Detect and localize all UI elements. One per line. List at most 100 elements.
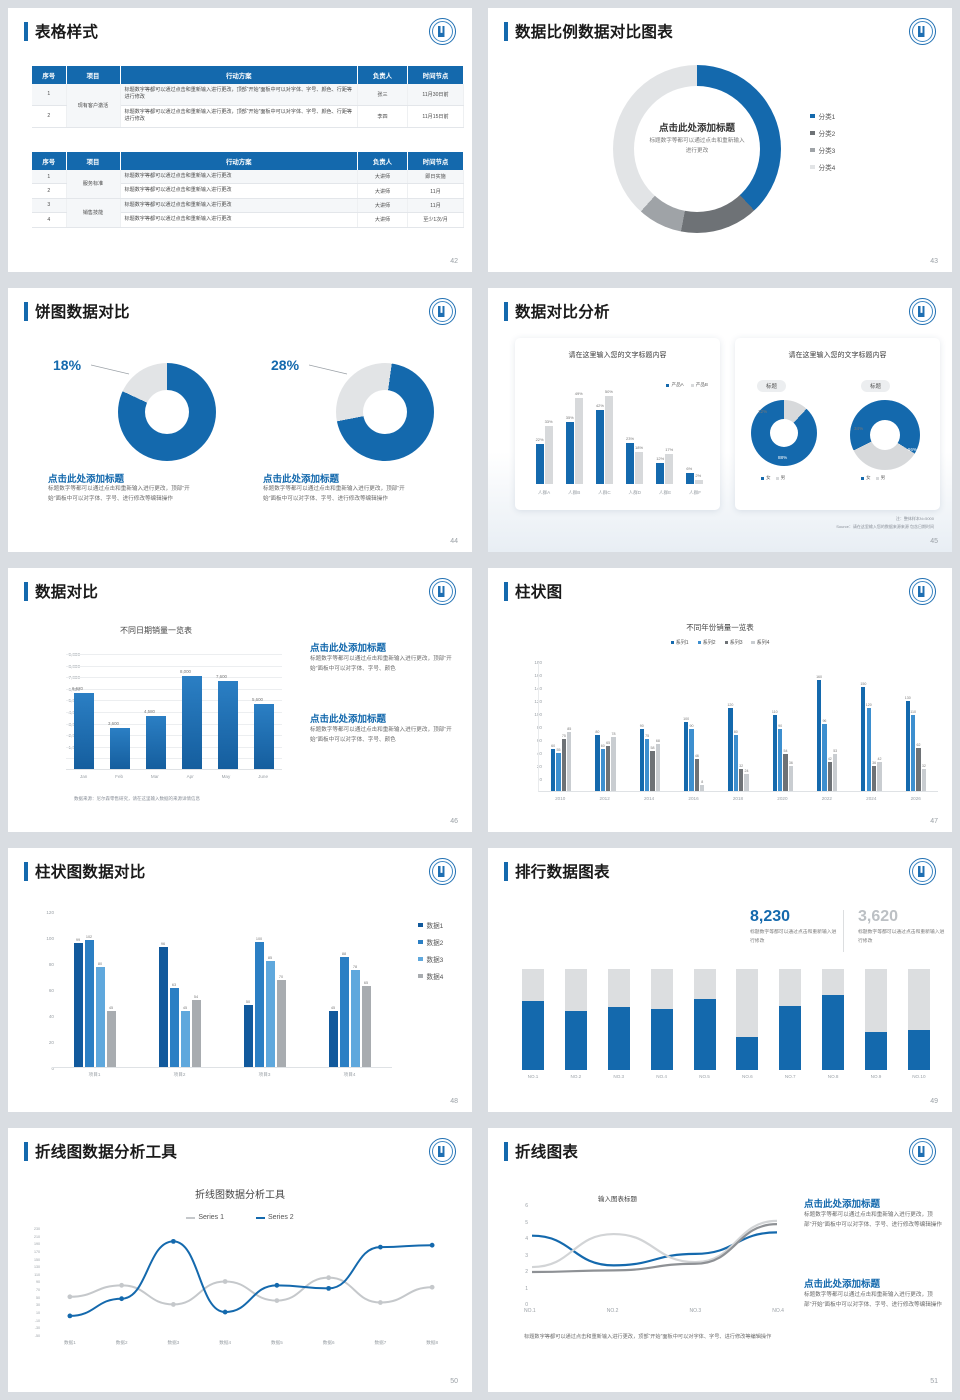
bar[interactable] — [606, 745, 611, 791]
bar[interactable] — [866, 707, 871, 791]
bar[interactable] — [739, 768, 744, 791]
bar[interactable] — [556, 752, 561, 791]
bar[interactable] — [655, 743, 660, 791]
slide-pie-compare[interactable]: 饼图数据对比 18% 点击此处添加标题 标题数字等都可以通过点击和重新输入进行更… — [0, 280, 480, 560]
slide-ranking-chart[interactable]: 排行数据图表 8,230 标题数字等都可以通过点击和重新输入进行修改 3,620… — [480, 840, 960, 1120]
bar[interactable] — [694, 759, 699, 791]
ranking-bar[interactable] — [865, 969, 887, 1070]
slide-column-compare[interactable]: 柱状图数据对比 120 100 80 60 40 20 0 99 102 80 45 9… — [0, 840, 480, 1120]
bar[interactable] — [328, 1010, 338, 1067]
ratio-donut-chart[interactable]: 点击此处添加标题 标题数字等都可以通过点击和重新输入进行更改 — [613, 65, 781, 233]
data-point[interactable] — [326, 1285, 332, 1291]
data-point[interactable] — [377, 1244, 383, 1250]
data-point[interactable] — [170, 1302, 176, 1307]
bar[interactable] — [683, 721, 689, 791]
slide-compare-analysis[interactable]: 数据对比分析 请在这里输入您的文字标题内容 产品A 产品B 22% 33% 35%… — [480, 280, 960, 560]
legend-label: 系列1 — [675, 640, 689, 646]
data-point[interactable] — [429, 1242, 435, 1248]
slide-table-style[interactable]: 表格样式 序号 项目 行动方案 负责人 时间节点 1 现有客户激活 标题数字等都… — [0, 0, 480, 280]
data-point[interactable] — [222, 1279, 228, 1284]
ranking-bar[interactable] — [650, 969, 673, 1070]
bar[interactable] — [551, 749, 556, 791]
bar[interactable] — [650, 750, 655, 791]
bar[interactable] — [861, 686, 866, 791]
ranking-bar[interactable] — [907, 969, 930, 1070]
bar[interactable] — [645, 738, 650, 791]
bar[interactable] — [778, 728, 783, 791]
bar[interactable] — [95, 967, 105, 1067]
bar[interactable] — [84, 939, 94, 1067]
bar[interactable] — [783, 753, 788, 791]
bar[interactable] — [567, 731, 572, 791]
bar[interactable] — [905, 700, 910, 791]
bar[interactable] — [921, 768, 926, 791]
gender-donut-two[interactable]: 34% 66% — [850, 400, 920, 470]
ranking-bar[interactable] — [607, 969, 630, 1070]
data-point[interactable] — [119, 1282, 125, 1288]
bar[interactable] — [728, 707, 733, 791]
bar[interactable] — [254, 942, 264, 1067]
bar[interactable] — [689, 728, 694, 791]
data-point[interactable] — [67, 1313, 73, 1319]
bar[interactable] — [265, 960, 275, 1067]
data-point[interactable] — [170, 1238, 176, 1244]
donut-legend: 女 男 — [761, 475, 785, 481]
legend-swatch-icon — [418, 956, 423, 962]
bar[interactable] — [595, 735, 600, 791]
bar[interactable] — [772, 714, 777, 791]
ranking-bar[interactable] — [522, 969, 544, 1070]
data-point[interactable] — [326, 1275, 332, 1281]
bar[interactable] — [788, 766, 793, 791]
bar[interactable] — [169, 988, 179, 1067]
bar[interactable] — [561, 738, 566, 791]
bar[interactable] — [833, 754, 838, 791]
bar[interactable] — [822, 724, 827, 791]
bar[interactable] — [611, 736, 616, 791]
legend-swatch-icon — [810, 130, 815, 136]
bar[interactable] — [639, 728, 644, 791]
bar[interactable] — [744, 774, 749, 791]
data-point[interactable] — [67, 1294, 73, 1300]
pie-chart-two[interactable] — [336, 363, 434, 461]
bar[interactable] — [877, 761, 882, 791]
slide-column-chart[interactable]: 柱状图 不同年份销量一览表 系列1 系列2 系列3 系列4 180 160 14… — [480, 560, 960, 840]
bar[interactable] — [106, 1010, 116, 1067]
bar[interactable] — [361, 985, 371, 1067]
bar[interactable] — [339, 957, 349, 1067]
pie-chart-one[interactable] — [118, 363, 216, 461]
ranking-bar[interactable] — [822, 969, 845, 1070]
bar[interactable] — [243, 1004, 253, 1067]
data-point[interactable] — [429, 1284, 435, 1290]
bar[interactable] — [350, 969, 360, 1067]
bar[interactable] — [816, 679, 822, 791]
data-point[interactable] — [222, 1309, 228, 1315]
slide-line-analysis[interactable]: 折线图数据分析工具 折线图数据分析工具 Series 1 Series 2 23… — [0, 1120, 480, 1400]
data-point[interactable] — [274, 1298, 280, 1304]
legend-item: 分类2 — [810, 128, 835, 138]
ranking-bar[interactable] — [736, 969, 759, 1070]
bar[interactable] — [158, 947, 168, 1067]
slide-data-compare[interactable]: 数据对比 不同日期销量一览表 9,000 8,000 7,000 6,000 5… — [0, 560, 480, 840]
bar[interactable] — [911, 714, 916, 791]
bar[interactable] — [872, 766, 877, 791]
ranking-bar[interactable] — [779, 969, 802, 1070]
bar-value: 88 — [341, 952, 347, 956]
slide-line-chart[interactable]: 折线图表 输入图表标题 6 5 4 3 2 1 0 NO.1 NO.2 NO.3 NO.4 标题数… — [480, 1120, 960, 1400]
bar[interactable] — [276, 979, 286, 1067]
gender-donut-one[interactable]: 12% 88% — [751, 400, 817, 466]
x-axis-labels: NO.1 NO.2 NO.3 NO.4 NO.5 NO.6 NO.7 NO.8 NO.9 NO.1… — [522, 1074, 930, 1079]
bar[interactable] — [73, 943, 83, 1067]
data-point[interactable] — [377, 1300, 383, 1305]
ranking-bar[interactable] — [693, 969, 716, 1070]
bar[interactable] — [600, 749, 605, 791]
bar[interactable] — [916, 747, 921, 791]
bar[interactable] — [827, 761, 832, 791]
ranking-bar[interactable] — [564, 969, 587, 1070]
slide-ratio-donut[interactable]: 数据比例数据对比图表 点击此处添加标题 标题数字等都可以通过点击和重新输入进行更… — [480, 0, 960, 280]
bar[interactable] — [180, 1010, 190, 1067]
bar[interactable] — [700, 785, 705, 791]
data-point[interactable] — [274, 1282, 280, 1288]
data-point[interactable] — [119, 1296, 125, 1302]
bar[interactable] — [191, 999, 201, 1067]
bar[interactable] — [733, 735, 738, 791]
